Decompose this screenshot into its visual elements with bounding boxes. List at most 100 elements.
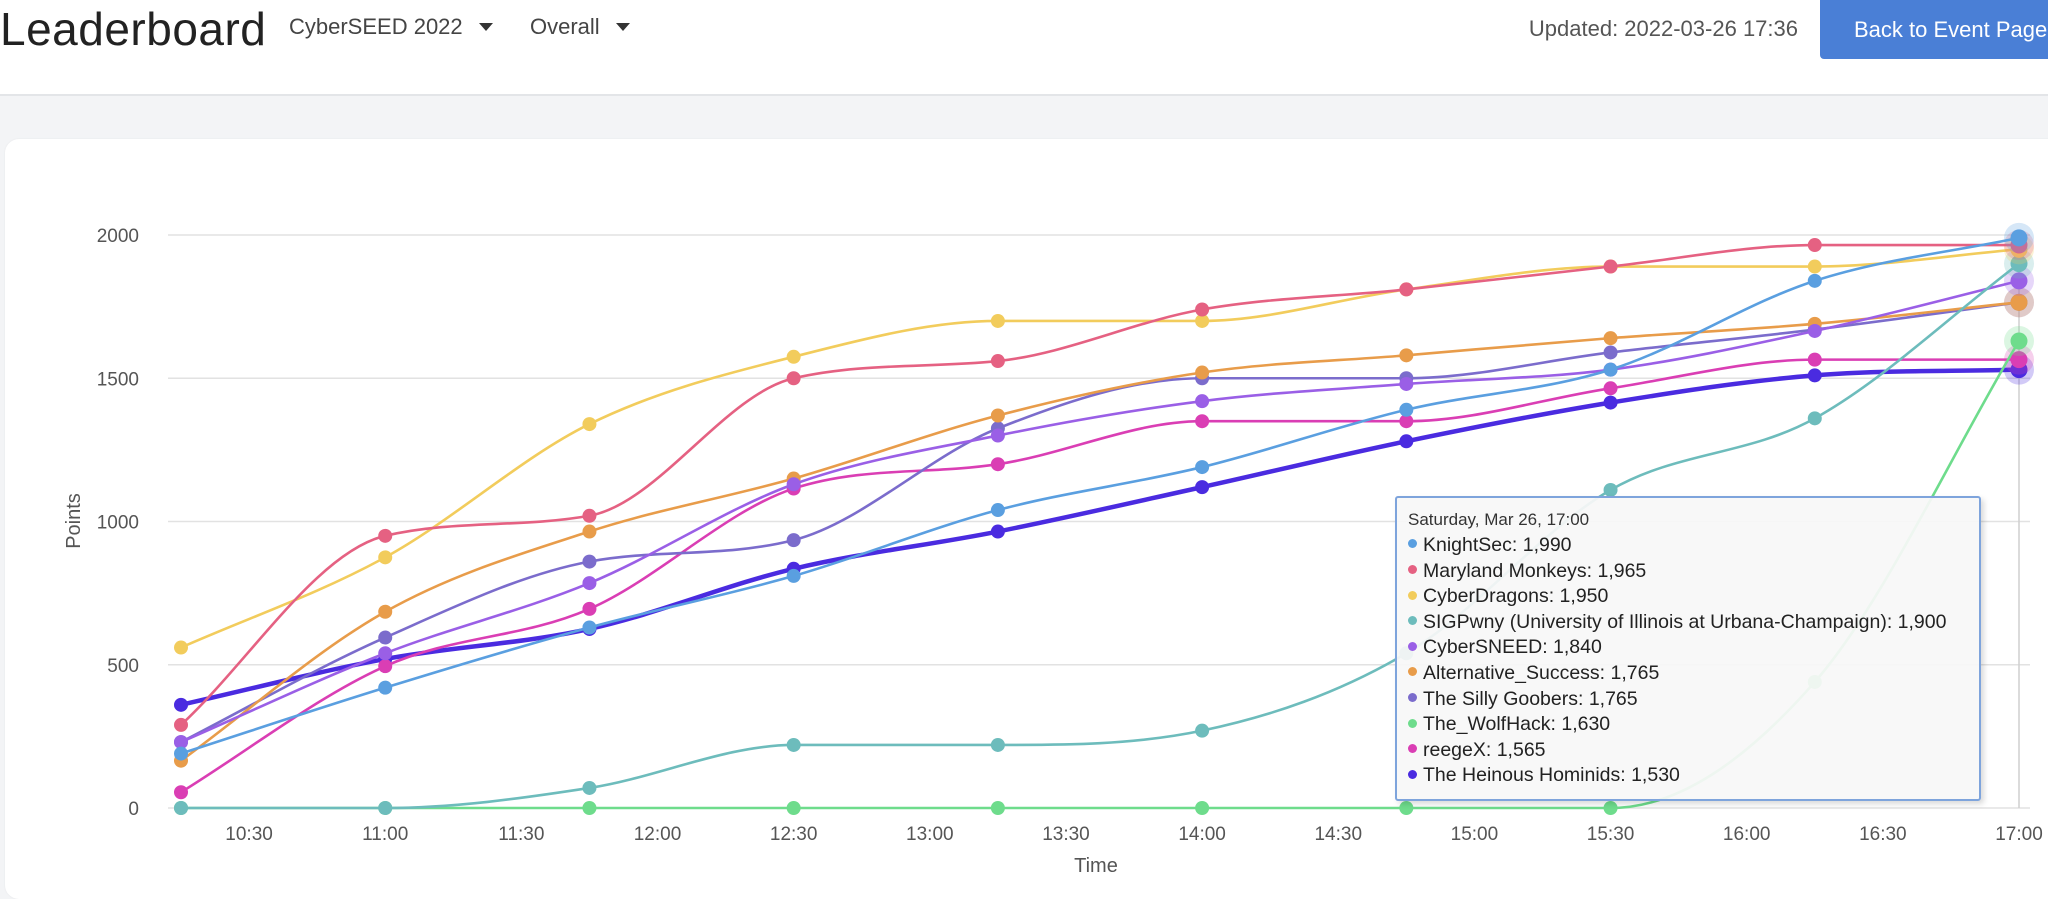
- legend-dot-icon: [1408, 564, 1417, 574]
- tooltip-row: The Heinous Hominids: 1,530: [1408, 764, 1680, 787]
- data-point: [990, 408, 1005, 423]
- updated-timestamp: Updated: 2022-03-26 17:36: [1528, 16, 1798, 41]
- series-line: [180, 358, 2019, 794]
- tooltip-row-label: The_WolfHack: 1,630: [1423, 713, 1611, 736]
- data-point: [582, 508, 597, 523]
- data-point: [174, 697, 188, 712]
- data-point: [582, 576, 597, 591]
- x-tick-label: 13:00: [906, 824, 954, 845]
- data-point: [378, 646, 393, 661]
- tooltip-heading: Saturday, Mar 26, 17:00: [1408, 510, 1590, 529]
- y-tick-label: 500: [107, 656, 139, 677]
- data-point: [174, 785, 188, 800]
- legend-dot-icon: [1408, 667, 1417, 677]
- series-line: [180, 301, 2020, 744]
- data-point: [786, 371, 801, 386]
- x-tick-label: 15:30: [1587, 824, 1635, 845]
- y-tick-label: 0: [128, 799, 139, 820]
- data-point: [1399, 434, 1414, 449]
- data-point: [1807, 259, 1822, 274]
- data-point: [582, 601, 597, 616]
- x-axis-title: Time: [1074, 855, 1118, 877]
- data-point: [1807, 323, 1822, 338]
- tooltip-row: reegeX: 1,565: [1408, 739, 1546, 762]
- data-point: [174, 640, 188, 655]
- data-point: [2010, 351, 2028, 369]
- data-point: [990, 503, 1005, 518]
- legend-dot-icon: [1408, 692, 1417, 702]
- data-point: [1603, 331, 1618, 346]
- data-point: [1603, 259, 1618, 274]
- data-point: [990, 737, 1005, 752]
- back-to-event-button[interactable]: Back to Event Page: [1820, 0, 2048, 59]
- data-point: [1807, 238, 1822, 253]
- data-point: [786, 801, 801, 815]
- data-point: [1195, 723, 1210, 738]
- data-point: [1399, 282, 1414, 297]
- y-tick-label: 1500: [97, 369, 139, 390]
- tooltip-row: Alternative_Success: 1,765: [1408, 662, 1659, 685]
- data-point: [990, 457, 1005, 472]
- data-point: [1807, 411, 1822, 426]
- series-line: [180, 248, 2020, 649]
- data-point: [1195, 365, 1210, 380]
- y-tick-label: 2000: [97, 226, 139, 247]
- data-point: [378, 550, 393, 565]
- series-group: [174, 222, 2034, 761]
- data-point: [378, 801, 393, 815]
- data-point: [1195, 313, 1210, 328]
- data-point: [1195, 460, 1210, 475]
- tooltip-row: The Silly Goobers: 1,765: [1408, 688, 1638, 711]
- data-point: [1399, 376, 1414, 391]
- data-point: [1603, 395, 1618, 410]
- data-point: [1195, 394, 1210, 409]
- data-point: [1603, 345, 1618, 360]
- data-point: [582, 801, 597, 815]
- tooltip-row-label: reegeX: 1,565: [1423, 738, 1546, 761]
- view-dropdown-label: Overall: [530, 14, 600, 39]
- tooltip-row-label: Maryland Monkeys: 1,965: [1423, 559, 1647, 582]
- data-point: [2010, 229, 2028, 247]
- data-point: [1195, 801, 1210, 815]
- event-dropdown[interactable]: CyberSEED 2022: [289, 14, 493, 40]
- tooltip-row-label: CyberDragons: 1,950: [1423, 585, 1609, 608]
- data-point: [1603, 482, 1618, 497]
- x-tick-label: 17:00: [1995, 824, 2043, 845]
- legend-dot-icon: [1408, 769, 1417, 779]
- data-point: [786, 477, 801, 492]
- data-point: [1399, 414, 1414, 429]
- data-point: [174, 717, 188, 732]
- view-dropdown[interactable]: Overall: [530, 14, 630, 40]
- data-point: [990, 428, 1005, 443]
- chevron-down-icon: [615, 23, 630, 31]
- x-tick-label: 11:30: [498, 824, 544, 845]
- data-point: [378, 604, 393, 619]
- data-point: [582, 554, 597, 569]
- data-point: [582, 524, 597, 539]
- x-tick-label: 11:00: [362, 824, 408, 845]
- page-title: Leaderboard: [0, 3, 267, 55]
- chart-tooltip: Saturday, Mar 26, 17:00 KnightSec: 1,990…: [1395, 496, 1981, 801]
- chevron-down-icon: [478, 23, 493, 31]
- tooltip-row-label: Alternative_Success: 1,765: [1423, 662, 1660, 684]
- data-point: [990, 801, 1005, 815]
- legend-dot-icon: [1408, 718, 1417, 728]
- legend-dot-icon: [1408, 590, 1417, 600]
- data-point: [174, 746, 188, 761]
- tooltip-row-label: SIGPwny (University of Illinois at Urban…: [1423, 610, 1947, 633]
- top-bar: Leaderboard CyberSEED 2022 Overall Updat…: [0, 0, 2048, 96]
- data-point: [378, 630, 393, 645]
- data-point: [1195, 414, 1210, 429]
- data-point: [1807, 273, 1822, 288]
- series-group: [174, 248, 2034, 815]
- data-point: [786, 737, 801, 752]
- data-point: [786, 533, 801, 548]
- points-over-time-chart[interactable]: 0 500 1000 1500 2000 10:30 11:00 11:30 12:00 12:3…: [0, 0, 2048, 880]
- legend-dot-icon: [1408, 744, 1417, 754]
- data-point: [378, 528, 393, 543]
- legend-dot-icon: [1408, 641, 1417, 651]
- x-tick-label: 10:30: [225, 824, 273, 845]
- data-point: [990, 313, 1005, 328]
- data-point: [1807, 368, 1822, 383]
- legend-dot-icon: [1408, 539, 1417, 549]
